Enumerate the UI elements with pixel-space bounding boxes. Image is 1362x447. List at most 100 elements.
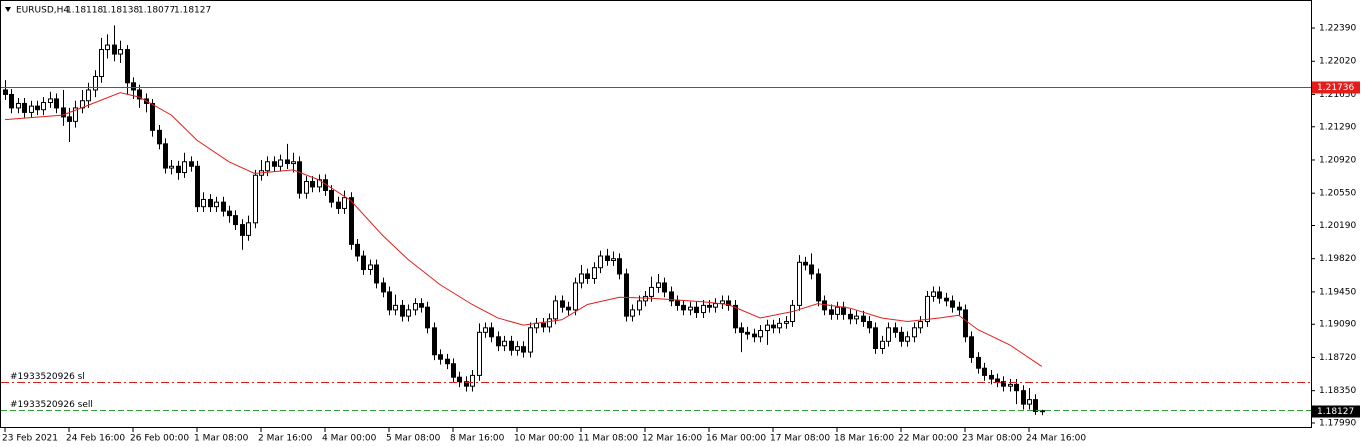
candle-body <box>483 327 488 333</box>
candle-body <box>157 129 162 145</box>
candle-body <box>937 291 942 299</box>
candle-body <box>163 143 168 169</box>
candle-body <box>105 44 110 51</box>
candle-body <box>413 303 418 311</box>
candle-body <box>611 258 616 262</box>
candle-body <box>521 346 526 353</box>
candle-body <box>355 243 360 257</box>
candle-body <box>48 98 53 104</box>
x-tick-label: 5 Mar 08:00 <box>386 434 441 444</box>
y-tick-label: 1.21650 <box>1319 90 1356 100</box>
candle-body <box>688 306 693 311</box>
x-tick-label: 26 Feb 00:00 <box>130 434 189 444</box>
candle-body <box>733 304 738 329</box>
level-price-box <box>1312 81 1360 94</box>
candle-body <box>86 89 91 102</box>
candle-body <box>893 327 898 333</box>
candle-body <box>496 336 501 347</box>
candle-body <box>195 165 200 208</box>
x-tick-label: 23 Feb 2021 <box>2 434 58 444</box>
candle-body <box>201 198 206 208</box>
candle-body <box>137 89 142 100</box>
candle-body <box>214 201 219 208</box>
candle-body <box>592 267 597 279</box>
candle-body <box>419 303 424 308</box>
x-tick-label: 11 Mar 08:00 <box>578 434 638 444</box>
candle-body <box>489 327 494 338</box>
candle-body <box>189 161 194 167</box>
level-label: #1933520926 sell <box>10 400 93 410</box>
candle-body <box>381 282 386 293</box>
y-tick-label: 1.20920 <box>1319 155 1356 165</box>
x-tick-label: 24 Feb 16:00 <box>66 434 125 444</box>
candle-body <box>585 273 590 279</box>
header-high: 1.18138 <box>102 6 139 16</box>
candle-body <box>73 107 78 122</box>
candle-body <box>432 327 437 356</box>
candle-body <box>54 98 59 109</box>
candle-body <box>41 102 46 111</box>
candle-body <box>598 255 603 269</box>
candle-body <box>912 327 917 338</box>
candle-body <box>221 201 226 212</box>
candle-body <box>944 297 949 302</box>
candle-body <box>515 346 520 351</box>
y-tick-label: 1.17990 <box>1319 418 1356 428</box>
candle-body <box>99 49 104 78</box>
candle-body <box>67 116 72 122</box>
candle-body <box>176 165 181 174</box>
candle-body <box>982 367 987 376</box>
y-tick-label: 1.22020 <box>1319 57 1356 67</box>
candle-body <box>233 215 238 226</box>
collapse-icon[interactable] <box>5 7 11 12</box>
candle-body <box>502 340 507 347</box>
candle-body <box>425 306 430 329</box>
candle-body <box>803 261 808 266</box>
candle-body <box>880 340 885 349</box>
candle-body <box>541 322 546 328</box>
header-close: 1.18127 <box>174 6 211 16</box>
candle-body <box>822 300 827 311</box>
candle-body <box>125 49 130 84</box>
candle-body <box>208 198 213 208</box>
candle-body <box>963 309 968 338</box>
candle-body <box>643 295 648 302</box>
candle-body <box>9 93 14 109</box>
y-tick-label: 1.22390 <box>1319 24 1356 34</box>
candle-body <box>547 318 552 328</box>
candle-body <box>240 224 245 236</box>
candle-body <box>624 273 629 317</box>
candle-body <box>873 327 878 349</box>
candle-body <box>1040 410 1045 413</box>
candle-body <box>726 300 731 306</box>
candle-body <box>816 273 821 302</box>
candle-body <box>681 304 686 311</box>
candle-body <box>3 89 8 95</box>
candle-body <box>182 161 187 174</box>
candle-body <box>573 282 578 311</box>
candle-body <box>509 340 514 351</box>
candle-body <box>1008 383 1013 387</box>
candle-body <box>118 49 123 55</box>
candle-body <box>246 222 251 236</box>
candle-body <box>131 82 136 91</box>
candle-body <box>931 291 936 297</box>
candle-body <box>297 161 302 194</box>
candle-body <box>720 300 725 305</box>
candle-body <box>925 295 930 323</box>
candle-body <box>528 327 533 353</box>
candle-body <box>400 304 405 317</box>
candle-body <box>1014 383 1019 392</box>
candle-body <box>797 261 802 306</box>
candle-body <box>745 331 750 335</box>
candle-body <box>886 327 891 342</box>
current-price-box <box>1312 405 1360 418</box>
candle-body <box>829 309 834 315</box>
candle-body <box>969 336 974 358</box>
y-tick-label: 1.18350 <box>1319 386 1356 396</box>
candle-body <box>438 354 443 360</box>
x-tick-label: 4 Mar 00:00 <box>322 434 377 444</box>
candle-body <box>899 331 904 342</box>
y-tick-label: 1.19450 <box>1319 287 1356 297</box>
